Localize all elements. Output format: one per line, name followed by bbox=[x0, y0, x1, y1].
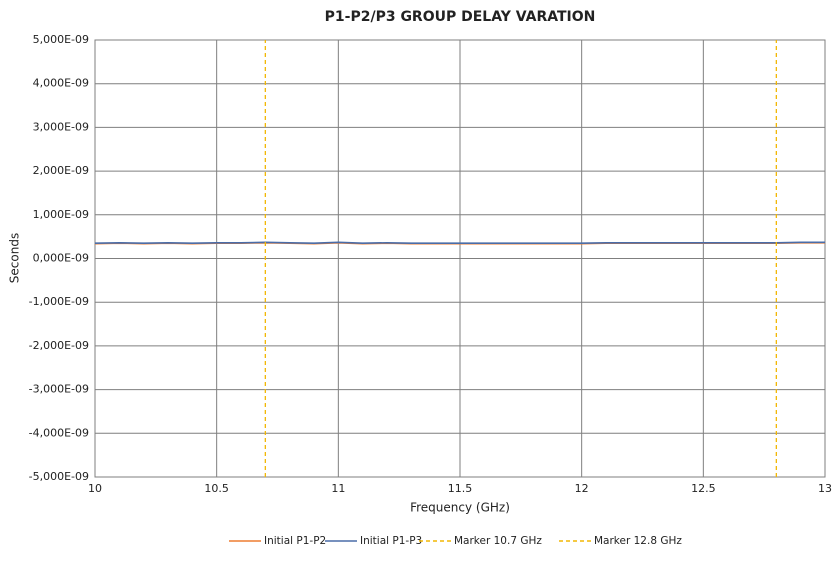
legend-label: Marker 12.8 GHz bbox=[594, 535, 682, 547]
y-tick-label: -5,000E-09 bbox=[29, 470, 89, 483]
x-tick-label: 10 bbox=[88, 482, 102, 495]
legend-label: Marker 10.7 GHz bbox=[454, 535, 542, 547]
y-tick-label: -4,000E-09 bbox=[29, 426, 89, 439]
y-tick-label: -2,000E-09 bbox=[29, 339, 89, 352]
y-tick-label: 4,000E-09 bbox=[33, 77, 89, 90]
y-tick-label: -3,000E-09 bbox=[29, 383, 89, 396]
x-tick-label: 12 bbox=[575, 482, 589, 495]
y-tick-label: 0,000E-09 bbox=[33, 252, 89, 265]
x-axis-title: Frequency (GHz) bbox=[410, 501, 510, 515]
y-tick-label: 5,000E-09 bbox=[33, 33, 89, 46]
y-tick-label: -1,000E-09 bbox=[29, 295, 89, 308]
y-tick-label: 2,000E-09 bbox=[33, 164, 89, 177]
chart-title: P1-P2/P3 GROUP DELAY VARATION bbox=[325, 9, 596, 25]
x-tick-label: 11 bbox=[331, 482, 345, 495]
series-line bbox=[94, 241, 825, 245]
legend-label: Initial P1-P2 bbox=[264, 535, 326, 547]
x-tick-label: 12.5 bbox=[691, 482, 716, 495]
plot-border bbox=[94, 39, 826, 478]
legend-label: Initial P1-P3 bbox=[360, 535, 422, 547]
x-tick-label: 10.5 bbox=[204, 482, 229, 495]
y-tick-label: 1,000E-09 bbox=[33, 208, 89, 221]
x-tick-label: 11.5 bbox=[448, 482, 473, 495]
y-axis-title: Seconds bbox=[8, 233, 22, 283]
x-tick-label: 13 bbox=[818, 482, 832, 495]
y-tick-label: 3,000E-09 bbox=[33, 120, 89, 133]
